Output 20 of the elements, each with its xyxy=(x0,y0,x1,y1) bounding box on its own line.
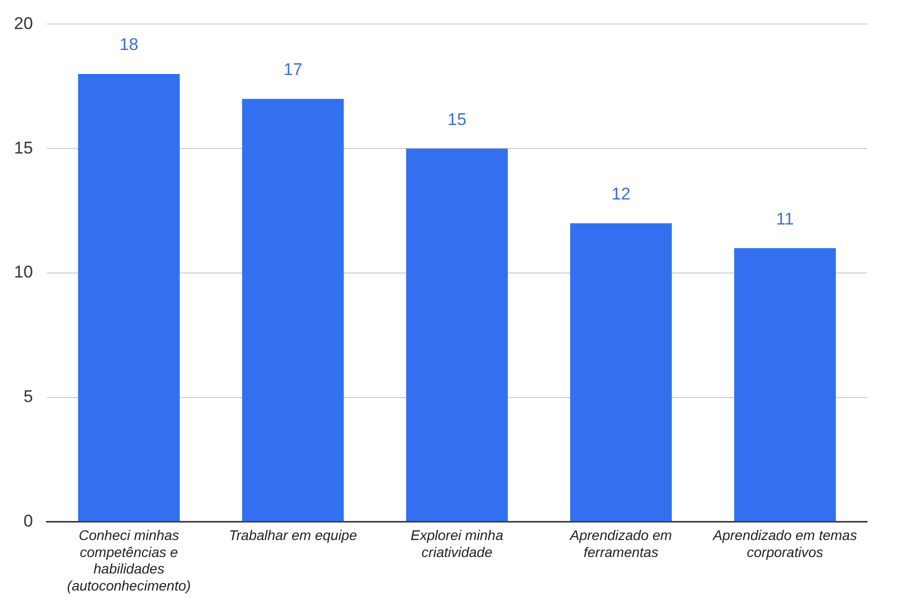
x-tick-label: Conheci minhas competências e habilidades (autoconhecimento) xyxy=(67,527,191,594)
x-tick-label: Aprendizado em ferramentas xyxy=(568,527,672,560)
bar xyxy=(570,223,672,522)
y-tick-label: 15 xyxy=(14,138,33,158)
data-label: 17 xyxy=(283,60,302,80)
data-label: 18 xyxy=(119,35,138,54)
y-tick-label: 0 xyxy=(23,511,33,530)
x-tick-label: Trabalhar em equipe xyxy=(228,527,358,544)
bar xyxy=(734,248,836,522)
bar xyxy=(406,148,508,522)
y-tick-label: 10 xyxy=(14,262,33,282)
x-tick-label: Aprendizado em temas corporativos xyxy=(712,527,857,560)
data-label: 12 xyxy=(612,184,630,204)
bar xyxy=(242,98,344,522)
y-tick-label: 5 xyxy=(23,387,33,406)
bar xyxy=(78,74,180,522)
data-label: 11 xyxy=(776,209,794,228)
x-tick-label: Explorei minha criatividade xyxy=(410,527,504,560)
data-label: 15 xyxy=(447,110,466,129)
y-tick-label: 20 xyxy=(14,14,33,33)
